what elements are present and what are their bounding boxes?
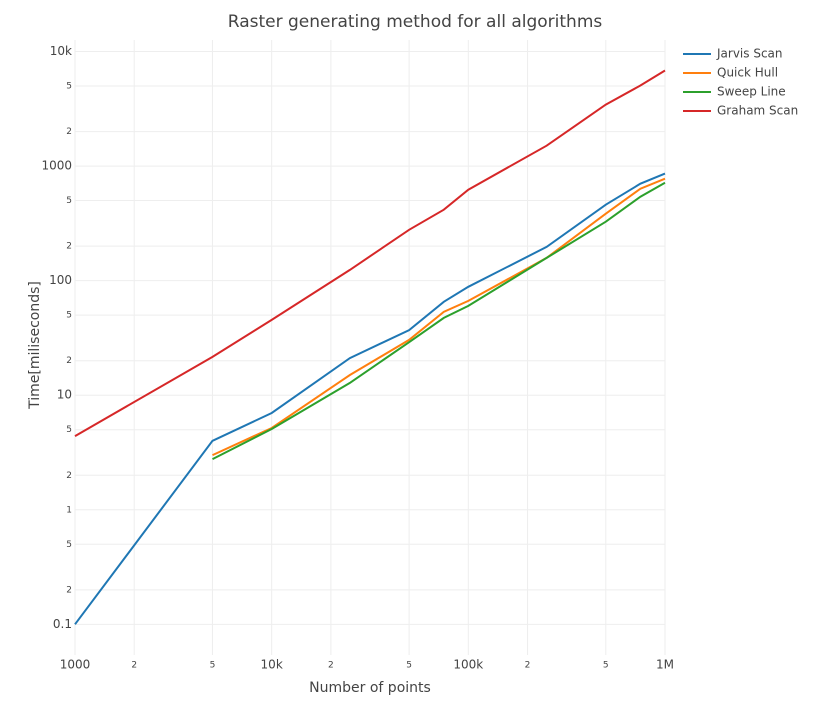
y-tick-label: 1000 xyxy=(41,159,72,173)
y-tick-label: 10 xyxy=(57,388,72,402)
y-axis-title: Time[miliseconds] xyxy=(27,281,43,410)
x-tick-label: 1000 xyxy=(60,658,91,672)
x-tick-label: 2 xyxy=(525,661,531,671)
legend-label: Quick Hull xyxy=(717,66,778,80)
y-tick-label: 2 xyxy=(66,356,72,366)
legend-label: Sweep Line xyxy=(717,85,786,99)
y-tick-label: 5 xyxy=(66,81,72,91)
y-tick-label: 1 xyxy=(66,505,72,515)
x-tick-label: 5 xyxy=(406,661,412,671)
legend-label: Jarvis Scan xyxy=(716,47,783,61)
y-tick-label: 2 xyxy=(66,585,72,595)
series-line xyxy=(74,172,666,625)
series-line xyxy=(212,177,666,457)
x-tick-label: 1M xyxy=(656,658,674,672)
x-tick-label: 10k xyxy=(261,658,283,672)
y-tick-label: 5 xyxy=(66,311,72,321)
y-tick-label: 2 xyxy=(66,471,72,481)
legend-label: Graham Scan xyxy=(717,104,798,118)
y-tick-label: 100 xyxy=(49,273,72,287)
series-line xyxy=(74,69,666,437)
y-tick-label: 5 xyxy=(66,540,72,550)
x-tick-label: 5 xyxy=(210,661,216,671)
y-tick-label: 2 xyxy=(66,127,72,137)
x-tick-label: 2 xyxy=(328,661,334,671)
x-tick-label: 5 xyxy=(603,661,609,671)
x-tick-label: 2 xyxy=(131,661,137,671)
x-tick-label: 100k xyxy=(453,658,483,672)
y-tick-label: 10k xyxy=(50,44,72,58)
x-axis-title: Number of points xyxy=(309,680,431,696)
y-tick-label: 5 xyxy=(66,196,72,206)
y-tick-label: 0.1 xyxy=(53,617,72,631)
series-line xyxy=(212,181,666,460)
chart-title: Raster generating method for all algorit… xyxy=(228,12,603,32)
y-tick-label: 5 xyxy=(66,425,72,435)
y-tick-label: 2 xyxy=(66,242,72,252)
